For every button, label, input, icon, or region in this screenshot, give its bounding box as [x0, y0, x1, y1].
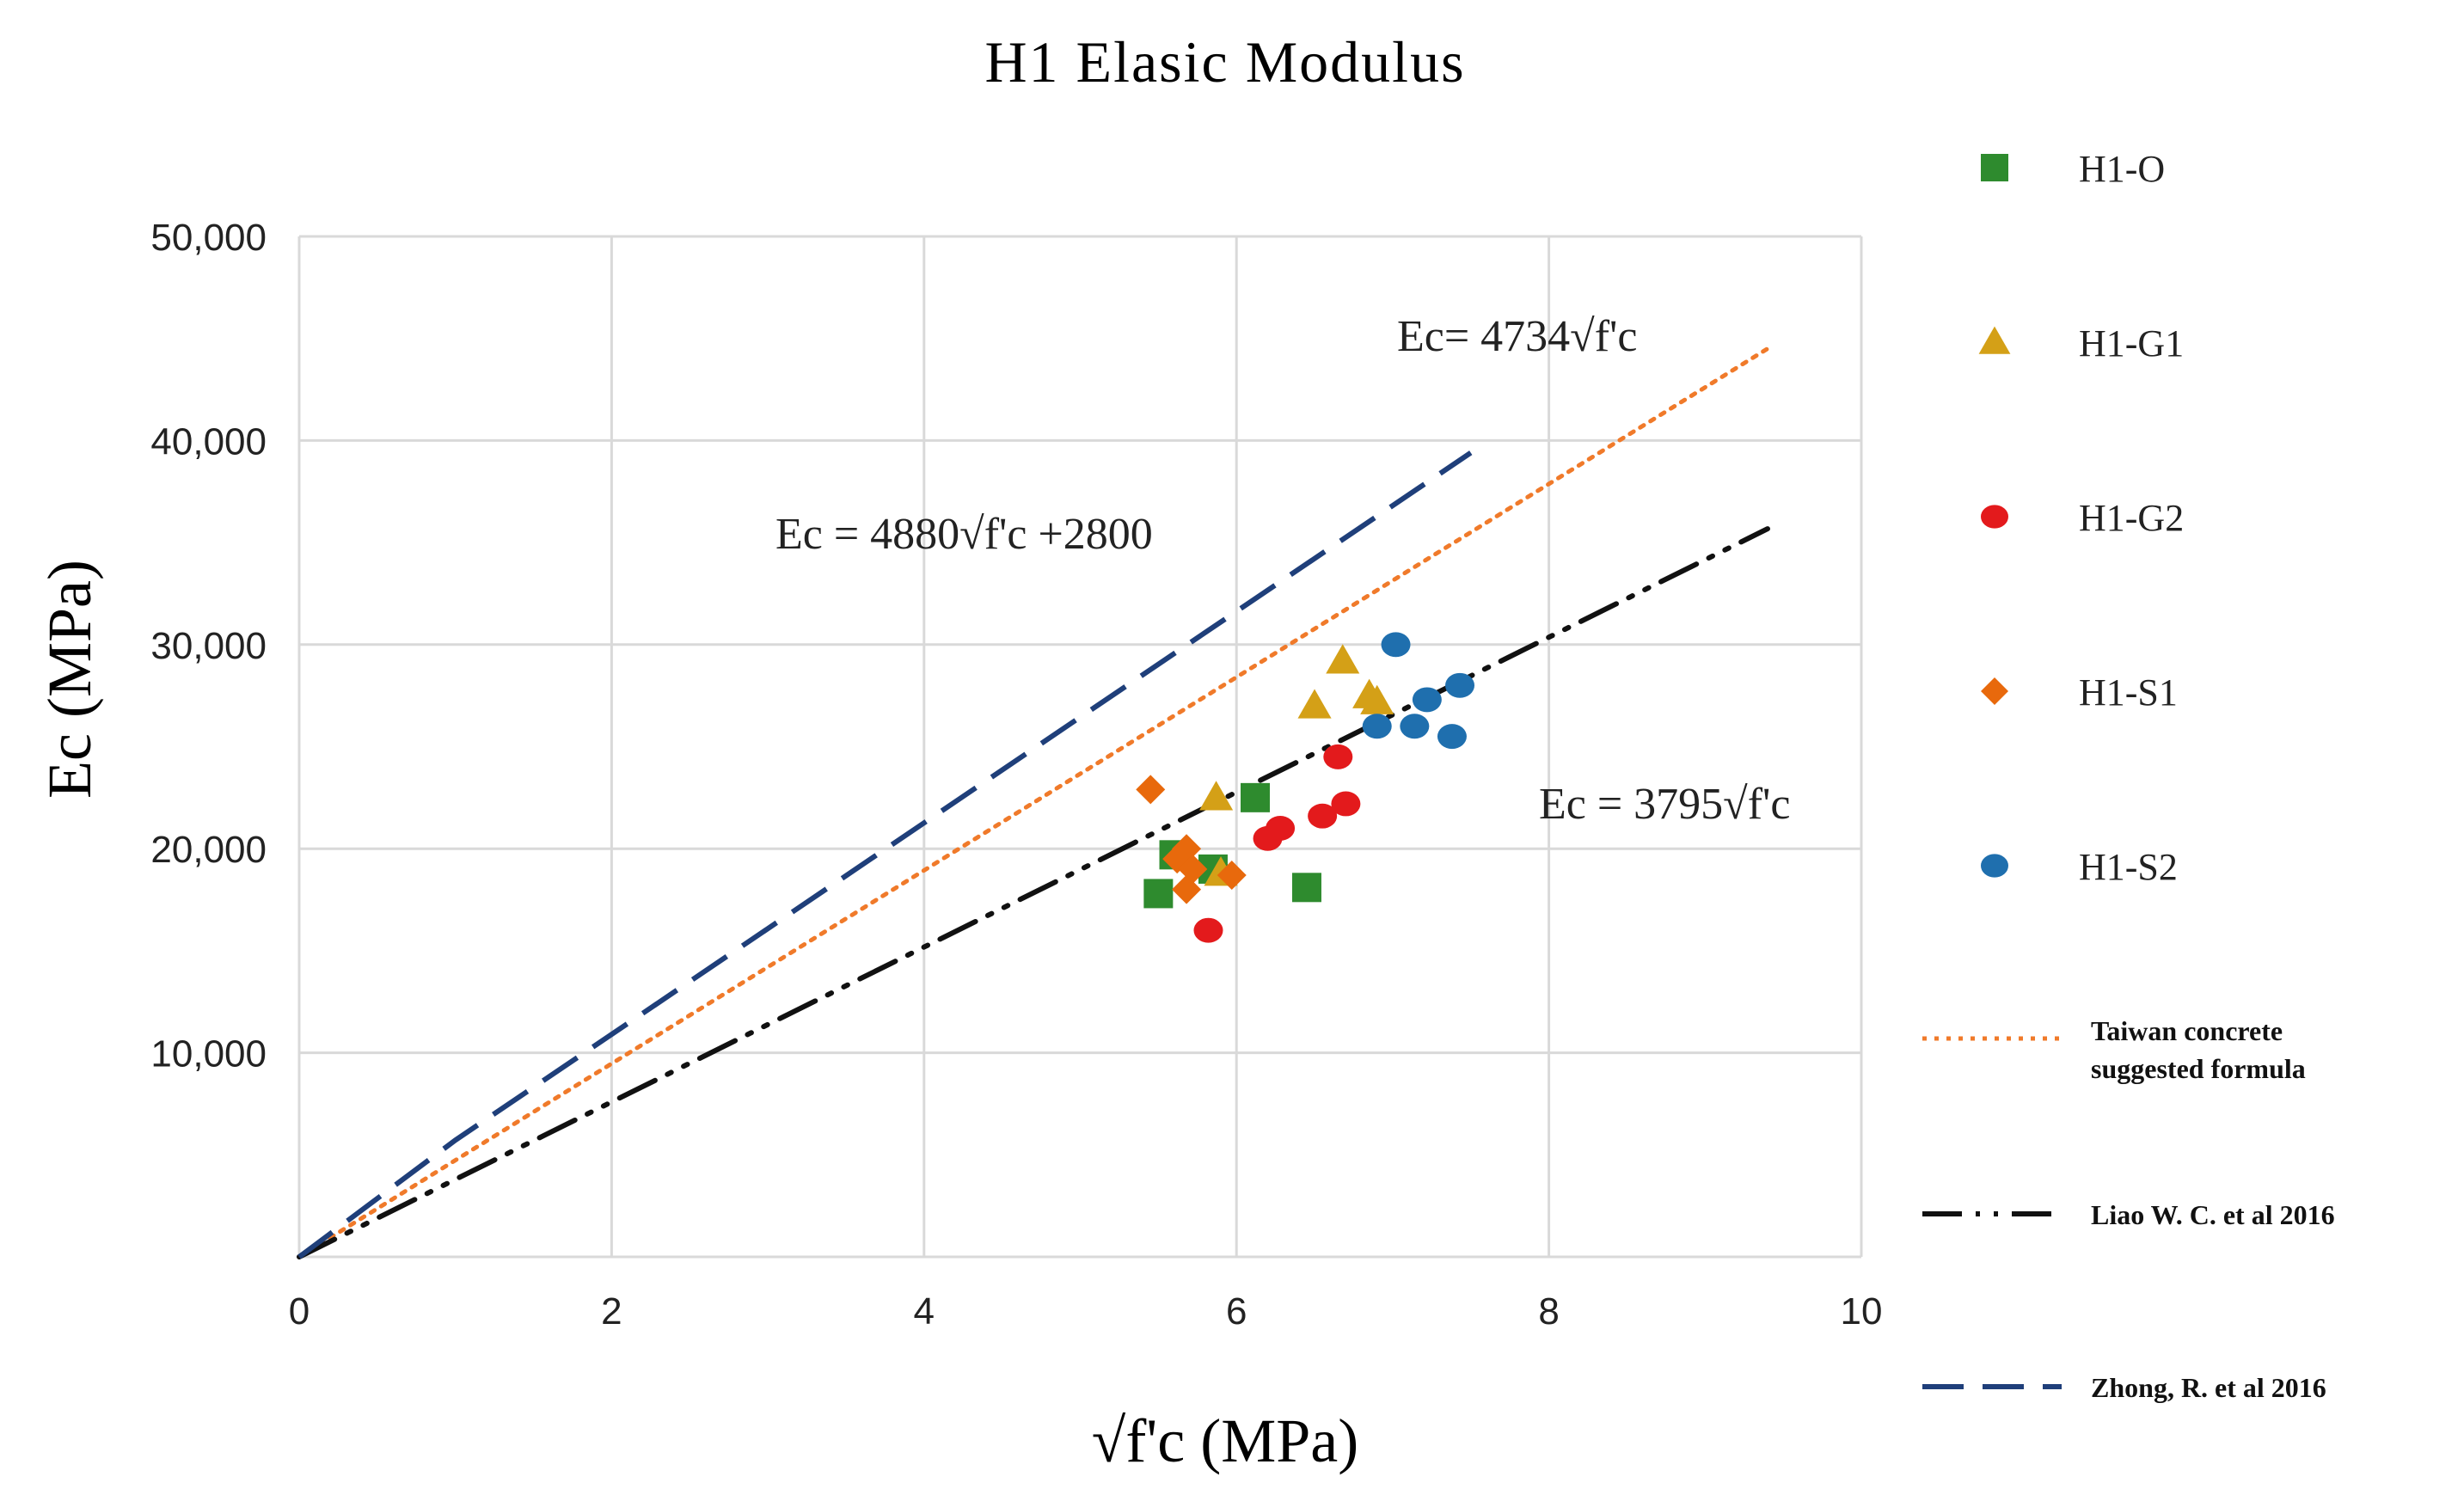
x-tick-label: 10 — [1841, 1290, 1883, 1333]
data-point-h1-s2 — [1400, 714, 1430, 739]
data-point-h1-g1 — [1326, 644, 1360, 674]
x-tick-label: 2 — [601, 1290, 622, 1333]
annotation-taiwan: Ec= 4734√f'c — [1397, 312, 1637, 361]
annotation-liao: Ec = 3795√f'c — [1539, 780, 1790, 829]
legend-label-h1-g2: H1-G2 — [2079, 497, 2184, 539]
data-point-h1-s1 — [1217, 861, 1247, 891]
trend-line-liao — [297, 526, 1770, 1259]
data-point-h1-s1 — [1136, 775, 1166, 805]
data-point-h1-s2 — [1412, 687, 1442, 713]
data-point-h1-s2 — [1381, 632, 1411, 658]
data-point-h1-g2 — [1308, 803, 1338, 829]
trend-line-taiwan — [297, 346, 1770, 1259]
y-axis-label: Ec (MPa) — [35, 560, 104, 799]
x-tick-label: 0 — [289, 1290, 310, 1333]
data-point-h1-g1 — [1360, 684, 1394, 714]
legend-marker-h1-g1 — [1978, 326, 2011, 354]
legend-label-h1-s2: H1-S2 — [2079, 846, 2178, 888]
trend-lines — [297, 346, 1770, 1259]
data-point-h1-g2 — [1193, 917, 1223, 943]
legend: H1-O H1-G1 H1-G2 H1-S1 H1-S2 Taiwan concrete s… — [1922, 148, 2335, 1403]
tick-labels: 0 2 4 6 8 10 10,000 20,000 30,000 40,000 50,000 — [150, 217, 1882, 1333]
legend-marker-h1-s2 — [1981, 854, 2008, 878]
legend-label-h1-g1: H1-G1 — [2079, 322, 2184, 365]
y-tick-label: 20,000 — [150, 829, 267, 871]
data-point-h1-g2 — [1266, 816, 1296, 841]
grid — [297, 235, 1863, 1259]
data-point-h1-s2 — [1362, 714, 1392, 739]
data-points — [1136, 632, 1475, 943]
chart-title: H1 Elasic Modulus — [984, 29, 1465, 95]
data-point-h1-g2 — [1323, 744, 1353, 769]
x-tick-label: 8 — [1538, 1290, 1559, 1333]
legend-marker-h1-g2 — [1981, 505, 2008, 529]
y-tick-label: 50,000 — [150, 217, 267, 259]
data-point-h1-g2 — [1331, 791, 1361, 817]
data-point-h1-o — [1143, 879, 1174, 909]
y-tick-label: 40,000 — [150, 420, 267, 463]
legend-label-h1-s1: H1-S1 — [2079, 671, 2178, 714]
data-point-h1-o — [1241, 782, 1271, 812]
y-tick-label: 30,000 — [150, 625, 267, 667]
x-tick-label: 6 — [1226, 1290, 1247, 1333]
y-tick-label: 10,000 — [150, 1033, 267, 1075]
legend-line-label: Zhong, R. et al 2016 — [2091, 1372, 2326, 1403]
data-point-h1-o — [1291, 873, 1321, 903]
data-point-h1-s1 — [1178, 854, 1208, 884]
legend-line-label: Liao W. C. et al 2016 — [2091, 1199, 2335, 1230]
legend-line-label: suggested formula — [2091, 1053, 2306, 1084]
legend-marker-h1-s1 — [1981, 677, 2008, 705]
data-point-h1-s2 — [1437, 724, 1467, 750]
data-point-h1-g1 — [1297, 689, 1332, 719]
data-point-h1-s2 — [1445, 672, 1475, 698]
data-point-h1-g1 — [1199, 781, 1234, 811]
trend-line-zhong — [297, 450, 1473, 1259]
legend-marker-h1-o — [1981, 154, 2008, 181]
x-axis-label: √f'c (MPa) — [1092, 1406, 1358, 1475]
annotation-zhong: Ec = 4880√f'c +2800 — [775, 510, 1153, 559]
legend-label-h1-o: H1-O — [2079, 148, 2165, 190]
legend-line-label: Taiwan concrete — [2091, 1015, 2283, 1046]
x-tick-label: 4 — [914, 1290, 935, 1333]
